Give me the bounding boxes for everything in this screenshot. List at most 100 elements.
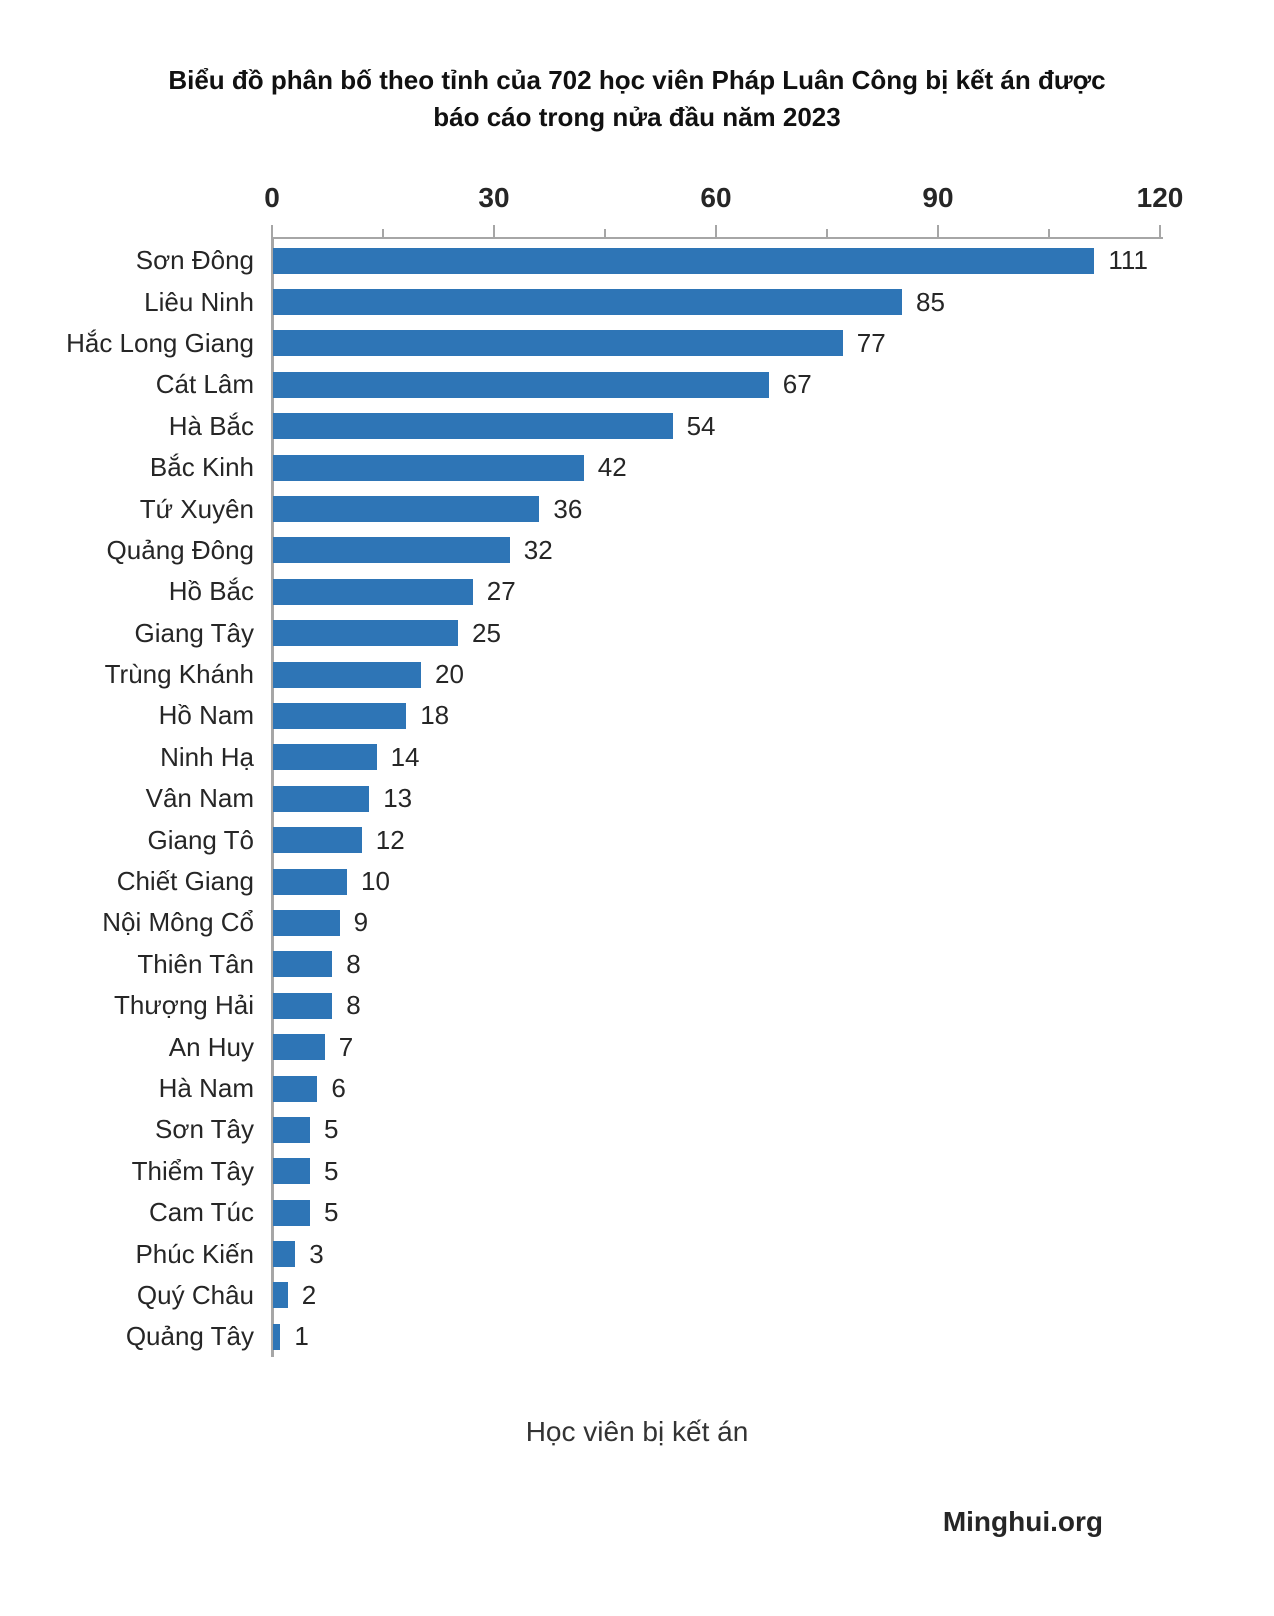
category-label: Chiết Giang bbox=[116, 866, 254, 897]
bar-row: Sơn Đông 111 bbox=[0, 240, 1274, 281]
category-label: Vân Nam bbox=[145, 783, 254, 814]
value-label: 85 bbox=[916, 286, 945, 317]
y-axis-line bbox=[271, 237, 274, 1357]
bar-rows: Sơn Đông 111 Liêu Ninh 85 Hắc Long Giang 77 Cá… bbox=[0, 240, 1274, 1358]
bar bbox=[273, 661, 421, 688]
value-label: 13 bbox=[383, 783, 413, 814]
value-label: 36 bbox=[553, 493, 583, 524]
value-label: 111 bbox=[1108, 245, 1148, 276]
bar bbox=[273, 1282, 288, 1309]
bar-row: Hồ Nam 18 bbox=[0, 695, 1274, 736]
value-label: 2 bbox=[301, 1279, 317, 1310]
value-label: 67 bbox=[782, 369, 812, 400]
category-label: Thiểm Tây bbox=[131, 1155, 254, 1186]
value-label: 7 bbox=[338, 1031, 354, 1062]
chart-title: Biểu đồ phân bố theo tỉnh của 702 học vi… bbox=[0, 62, 1274, 136]
category-label: Hồ Bắc bbox=[168, 576, 254, 607]
value-label: 8 bbox=[346, 990, 361, 1021]
category-label: Hà Nam bbox=[158, 1073, 254, 1103]
x-tick-label: 0 bbox=[264, 182, 280, 213]
bar-row: Quảng Đông 32 bbox=[0, 530, 1274, 571]
category-label: Hà Bắc bbox=[168, 410, 254, 441]
category-label: Ninh Hạ bbox=[160, 741, 254, 772]
bar bbox=[273, 620, 458, 647]
category-label: Sơn Đông bbox=[135, 245, 254, 276]
bar-row: Thiên Tân 8 bbox=[0, 944, 1274, 985]
bar bbox=[273, 1116, 310, 1143]
bar bbox=[273, 537, 510, 564]
bar-row: Giang Tây 25 bbox=[0, 613, 1274, 654]
bar-row: Bắc Kinh 42 bbox=[0, 447, 1274, 488]
bar bbox=[273, 785, 370, 812]
bar-row: Hồ Bắc 27 bbox=[0, 571, 1274, 612]
bar-row: Cát Lâm 67 bbox=[0, 364, 1274, 405]
bar-row: Trùng Khánh 20 bbox=[0, 654, 1274, 695]
value-label: 1 bbox=[294, 1321, 309, 1352]
bar bbox=[273, 868, 347, 895]
bar-row: Hà Nam 6 bbox=[0, 1068, 1274, 1109]
chart-title-line1: Biểu đồ phân bố theo tỉnh của 702 học vi… bbox=[168, 65, 1106, 95]
bar bbox=[273, 1323, 281, 1350]
bar bbox=[273, 909, 340, 936]
category-label: Tứ Xuyên bbox=[139, 493, 254, 524]
category-label: Bắc Kinh bbox=[149, 452, 254, 483]
bar bbox=[273, 1199, 310, 1226]
x-tick-label: 120 bbox=[1136, 182, 1184, 213]
value-label: 3 bbox=[309, 1238, 324, 1269]
category-label: Nội Mông Cổ bbox=[102, 907, 254, 938]
bar bbox=[273, 496, 540, 523]
category-label: Thiên Tân bbox=[137, 948, 254, 979]
bar bbox=[273, 454, 584, 481]
category-label: Sơn Tây bbox=[155, 1114, 254, 1145]
category-label: Quảng Đông bbox=[106, 534, 254, 565]
category-label: Hắc Long Giang bbox=[66, 327, 254, 358]
value-label: 25 bbox=[472, 617, 501, 648]
bar-row: Thượng Hải 8 bbox=[0, 985, 1274, 1026]
chart-title-line2: báo cáo trong nửa đầu năm 2023 bbox=[433, 101, 841, 132]
x-axis-title: Học viên bị kết án bbox=[525, 1416, 749, 1447]
value-label: 9 bbox=[353, 907, 369, 938]
category-label: An Huy bbox=[168, 1031, 254, 1062]
value-label: 32 bbox=[523, 534, 553, 565]
bar-row: Hắc Long Giang 77 bbox=[0, 323, 1274, 364]
bar bbox=[273, 247, 1095, 274]
value-label: 5 bbox=[324, 1155, 339, 1186]
x-axis-tick bbox=[604, 229, 606, 237]
bar bbox=[273, 330, 843, 357]
bar bbox=[273, 413, 673, 440]
x-axis-tick bbox=[937, 225, 939, 237]
x-tick-label: 90 bbox=[922, 182, 954, 213]
x-axis-tick bbox=[826, 229, 828, 237]
bar-row: Nội Mông Cổ 9 bbox=[0, 902, 1274, 943]
category-label: Hồ Nam bbox=[158, 700, 254, 731]
bar bbox=[273, 1034, 325, 1061]
value-label: 54 bbox=[686, 410, 716, 441]
value-label: 18 bbox=[420, 700, 450, 731]
bar bbox=[273, 1075, 318, 1102]
bar-row: Chiết Giang 10 bbox=[0, 861, 1274, 902]
bar bbox=[273, 702, 407, 729]
bar-row: Tứ Xuyên 36 bbox=[0, 488, 1274, 529]
category-label: Trùng Khánh bbox=[104, 659, 254, 690]
bar bbox=[273, 827, 362, 854]
x-axis-tick bbox=[271, 225, 273, 237]
bar-row: Giang Tô 12 bbox=[0, 819, 1274, 860]
value-label: 27 bbox=[486, 576, 516, 607]
value-label: 5 bbox=[324, 1114, 339, 1145]
bar-row: Phúc Kiến 3 bbox=[0, 1233, 1274, 1274]
category-label: Giang Tây bbox=[134, 617, 254, 648]
x-axis-tick bbox=[1159, 225, 1161, 237]
bar bbox=[273, 371, 769, 398]
bar-row: Quảng Tây 1 bbox=[0, 1316, 1274, 1357]
category-label: Phúc Kiến bbox=[135, 1238, 254, 1269]
bar-row: Cam Túc 5 bbox=[0, 1192, 1274, 1233]
value-label: 10 bbox=[361, 866, 390, 897]
category-label: Cát Lâm bbox=[155, 369, 254, 400]
x-axis-line bbox=[271, 237, 1163, 239]
x-tick-label: 60 bbox=[700, 182, 732, 213]
category-label: Liêu Ninh bbox=[144, 286, 254, 317]
bar bbox=[273, 744, 377, 771]
bar-row: Sơn Tây 5 bbox=[0, 1109, 1274, 1150]
bar bbox=[273, 289, 902, 316]
source-credit: Minghui.org bbox=[942, 1506, 1103, 1537]
